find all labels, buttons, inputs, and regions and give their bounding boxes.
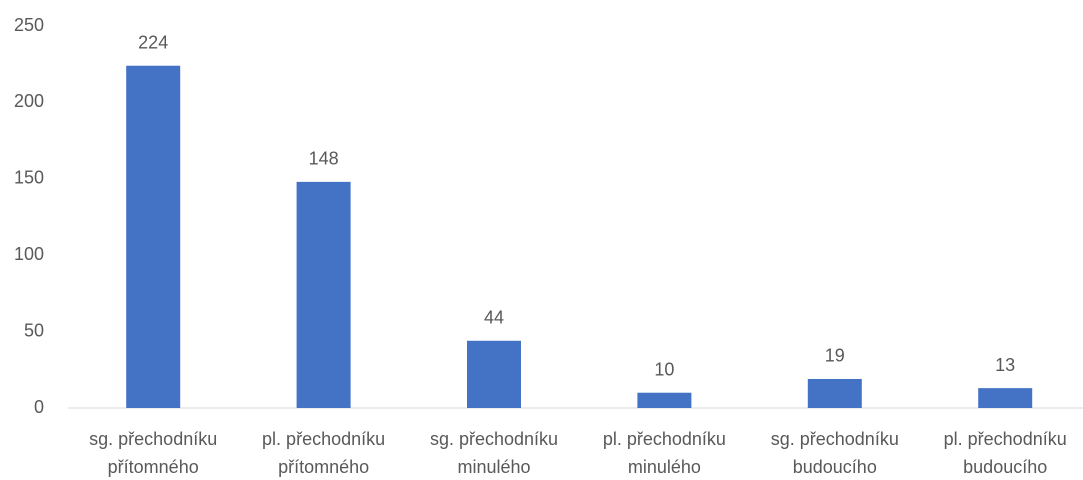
bar — [637, 392, 692, 408]
y-tick-label: 50 — [24, 320, 44, 340]
x-tick-label: minulého — [628, 457, 701, 477]
bar — [296, 181, 351, 408]
y-tick-label: 200 — [14, 91, 44, 111]
x-tick-label: sg. přechodníku — [430, 429, 558, 449]
x-tick-label: sg. přechodníku — [89, 429, 217, 449]
data-label: 44 — [484, 308, 504, 328]
data-label: 10 — [654, 359, 674, 379]
bar — [807, 378, 862, 408]
y-tick-label: 250 — [14, 15, 44, 35]
x-tick-label: minulého — [457, 457, 530, 477]
y-tick-label: 150 — [14, 168, 44, 188]
x-tick-label: sg. přechodníku — [771, 429, 899, 449]
y-tick-label: 100 — [14, 244, 44, 264]
x-tick-label: přítomného — [278, 457, 369, 477]
data-label: 148 — [309, 149, 339, 169]
bar — [978, 388, 1033, 408]
data-label: 224 — [138, 32, 168, 52]
data-label: 13 — [995, 355, 1015, 375]
data-label: 19 — [825, 346, 845, 366]
bar — [467, 340, 521, 408]
x-tick-label: pl. přechodníku — [944, 429, 1067, 449]
bar — [126, 65, 181, 408]
x-tick-label: budoucího — [793, 457, 877, 477]
y-tick-label: 0 — [34, 397, 44, 417]
x-tick-label: budoucího — [963, 457, 1047, 477]
x-tick-label: přítomného — [108, 457, 199, 477]
x-tick-label: pl. přechodníku — [262, 429, 385, 449]
x-tick-label: pl. přechodníku — [603, 429, 726, 449]
